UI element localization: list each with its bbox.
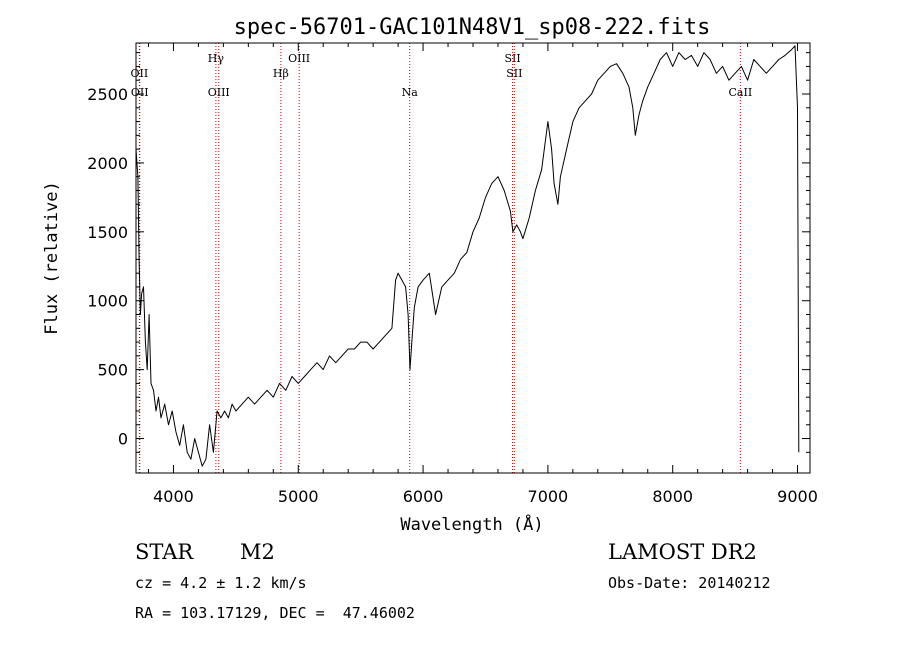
plot-frame <box>135 42 811 474</box>
line-marker-label: OIII <box>288 52 310 65</box>
obs-date-text: Obs-Date: 20140212 <box>608 574 771 592</box>
y-tick-label: 2500 <box>87 85 128 104</box>
x-tick-label: 6000 <box>403 487 444 506</box>
y-tick-label: 1000 <box>87 292 128 311</box>
y-axis-label: Flux (relative) <box>42 181 62 335</box>
line-markers: OIIOIIHγOIIIHβOIIINaSIISIICaII <box>131 43 753 473</box>
y-axis: 0 500 1000 1500 2000 2500 <box>87 52 810 453</box>
line-marker-label: OII <box>131 86 149 99</box>
y-tick-label: 0 <box>118 430 128 449</box>
x-tick-label: 7000 <box>528 487 569 506</box>
y-tick-label: 500 <box>97 361 128 380</box>
spectrum-series <box>135 45 800 467</box>
line-marker-label: Na <box>402 86 419 99</box>
x-tick-label: 4000 <box>153 487 194 506</box>
x-axis-label: Wavelength (Å) <box>400 513 543 535</box>
x-tick-label: 8000 <box>652 487 693 506</box>
redshift-text: cz = 4.2 ± 1.2 km/s <box>135 574 307 592</box>
x-tick-label: 9000 <box>777 487 818 506</box>
line-marker-label: OIII <box>208 86 230 99</box>
line-marker-label: SII <box>504 52 520 65</box>
line-marker-label: Hγ <box>208 52 225 65</box>
x-axis: 4000 5000 6000 7000 8000 9000 <box>147 43 818 506</box>
object-class: STAR <box>135 540 194 564</box>
x-tick-label: 5000 <box>278 487 319 506</box>
y-tick-label: 1500 <box>87 223 128 242</box>
line-marker-label: SII <box>506 67 522 80</box>
object-subclass: M2 <box>240 540 275 564</box>
line-marker-label: Hβ <box>273 67 289 80</box>
coordinates-text: RA = 103.17129, DEC = 47.46002 <box>135 604 415 622</box>
line-marker-label: CaII <box>729 86 753 99</box>
chart-title: spec-56701-GAC101N48V1_sp08-222.fits <box>234 15 711 40</box>
survey-name: LAMOST DR2 <box>608 540 757 564</box>
y-tick-label: 2000 <box>87 154 128 173</box>
spectrum-line <box>135 45 800 467</box>
